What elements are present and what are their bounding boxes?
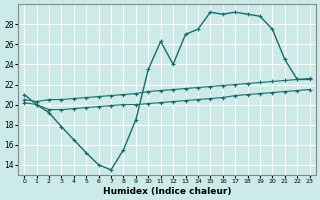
- X-axis label: Humidex (Indice chaleur): Humidex (Indice chaleur): [103, 187, 231, 196]
